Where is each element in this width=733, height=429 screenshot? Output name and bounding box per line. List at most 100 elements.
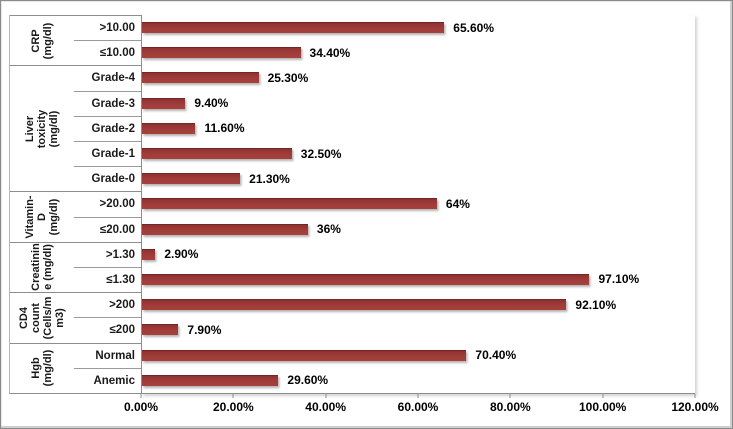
group-label: Liver toxicity (mg/dl) (23, 109, 60, 149)
x-axis-tick (325, 393, 327, 398)
category-label-column: Grade-4 Grade-3 Grade-2 Grade-1 Grade-0 (73, 66, 141, 191)
category-label: Grade-2 (73, 115, 141, 141)
category-label: Grade-4 (91, 72, 135, 85)
x-axis-tick-label: 0.00% (123, 399, 159, 414)
value-label: 36% (316, 222, 341, 237)
axis-group: CD4 count (Cells/m m3) >200 ≤200 (10, 292, 141, 342)
category-label: ≤20.00 (73, 216, 141, 242)
bar (142, 324, 179, 336)
category-label: ≤1.30 (73, 266, 141, 292)
bar (142, 72, 259, 84)
axis-group: Vitamin- D (mg/dl) >20.00 ≤20.00 (10, 191, 141, 241)
category-label: >200 (109, 299, 135, 312)
x-axis-tick-label: 40.00% (305, 399, 347, 414)
category-label-column: Normal Anemic (73, 344, 141, 393)
bar-row: 32.50% (142, 141, 695, 166)
bar (142, 198, 437, 210)
value-label: 11.60% (204, 121, 245, 136)
bar-row: 34.40% (142, 40, 695, 65)
value-label: 65.60% (453, 20, 494, 35)
axis-group-label-cell: Hgb (mg/dl) (10, 344, 74, 393)
bar (142, 148, 292, 160)
bar (142, 47, 301, 59)
category-label: ≤10.00 (73, 40, 141, 65)
x-axis-tick-label: 80.00% (489, 399, 531, 414)
category-label: ≤200 (73, 317, 141, 342)
bar (142, 122, 196, 134)
bar-row: 65.60% (142, 15, 695, 40)
bar (142, 22, 445, 34)
bar (142, 97, 186, 109)
value-label: 97.10% (598, 272, 640, 287)
group-label: Vitamin- D (mg/dl) (23, 195, 60, 239)
x-axis-tick-label: 100.00% (578, 399, 627, 414)
bar-row: 70.40% (142, 342, 695, 367)
category-label: >20.00 (99, 198, 136, 211)
x-axis-tick (417, 393, 419, 398)
value-label: 92.10% (575, 297, 617, 312)
value-label: 2.90% (164, 247, 199, 262)
axis-group: Hgb (mg/dl) Normal Anemic (10, 342, 141, 393)
bar (142, 223, 308, 235)
group-label: CRP (mg/dl) (29, 22, 54, 60)
axis-group-label-cell: Creatinin e (mg/dl) (10, 243, 74, 292)
category-label-column: >200 ≤200 (73, 293, 141, 342)
x-axis-tick (232, 393, 234, 398)
category-label: Grade-3 (73, 90, 141, 116)
x-axis-tick (509, 393, 511, 398)
bar-row: 9.40% (142, 91, 695, 116)
category-label-column: >20.00 ≤20.00 (73, 192, 141, 242)
axis-group: Liver toxicity (mg/dl) Grade-4 Grade-3 Grad… (10, 65, 141, 191)
bar (142, 374, 279, 386)
category-label: Anemic (73, 367, 141, 393)
x-axis-tick-label: 60.00% (397, 399, 439, 414)
bar-row: 97.10% (142, 267, 695, 292)
category-label: >1.30 (105, 248, 135, 261)
bar (142, 349, 467, 361)
value-label: 64% (445, 196, 470, 211)
x-axis-tick (140, 393, 142, 398)
category-label: Grade-1 (73, 141, 141, 166)
bar-row: 92.10% (142, 292, 695, 317)
value-axis: 0.00% 20.00% 40.00% 60.00% 80.00% 100.00% 120.… (124, 393, 719, 418)
axis-group: CRP (mg/dl) >10.00 ≤10.00 (10, 15, 141, 65)
x-axis-tick (602, 393, 604, 398)
bar-row: 36% (142, 217, 695, 242)
bar-row: 7.90% (142, 317, 695, 342)
group-label: CD4 count (Cells/m m3) (17, 296, 66, 340)
bar-row: 64% (142, 191, 695, 216)
bar-row: 11.60% (142, 116, 695, 141)
value-label: 32.50% (300, 146, 342, 161)
axis-group-label-cell: Vitamin- D (mg/dl) (10, 192, 74, 241)
x-axis-tick-label: 20.00% (212, 399, 254, 414)
group-label: Creatinin e (mg/dl) (29, 243, 54, 292)
bar (142, 273, 590, 285)
value-label: 9.40% (194, 96, 229, 111)
group-label: Hgb (mg/dl) (29, 349, 54, 387)
chart-body: CRP (mg/dl) >10.00 ≤10.00 Liver toxicity (m… (9, 15, 732, 394)
value-label: 21.30% (249, 171, 290, 186)
bar (142, 299, 567, 311)
bar-row: 21.30% (142, 166, 695, 191)
value-label: 34.40% (309, 45, 351, 60)
x-axis-tick-label: 120.00% (671, 399, 719, 414)
value-label: 29.60% (287, 373, 329, 388)
value-label: 25.30% (267, 70, 309, 85)
category-label: Normal (95, 349, 135, 362)
category-label: Grade-0 (73, 166, 141, 191)
bar (142, 173, 241, 185)
x-axis-tick (694, 393, 696, 398)
bar-row: 25.30% (142, 65, 695, 90)
axis-group-label-cell: Liver toxicity (mg/dl) (10, 66, 74, 191)
bar-row: 2.90% (142, 242, 695, 267)
axis-group: Creatinin e (mg/dl) >1.30 ≤1.30 (10, 241, 141, 292)
bar (142, 248, 156, 260)
value-label: 70.40% (475, 348, 517, 363)
axis-group-label-cell: CRP (mg/dl) (10, 16, 74, 65)
category-axis: CRP (mg/dl) >10.00 ≤10.00 Liver toxicity (m… (9, 15, 141, 394)
category-label-column: >1.30 ≤1.30 (73, 243, 141, 292)
category-label: >10.00 (99, 22, 136, 35)
category-label-column: >10.00 ≤10.00 (73, 16, 141, 65)
axis-group-label-cell: CD4 count (Cells/m m3) (10, 293, 74, 342)
